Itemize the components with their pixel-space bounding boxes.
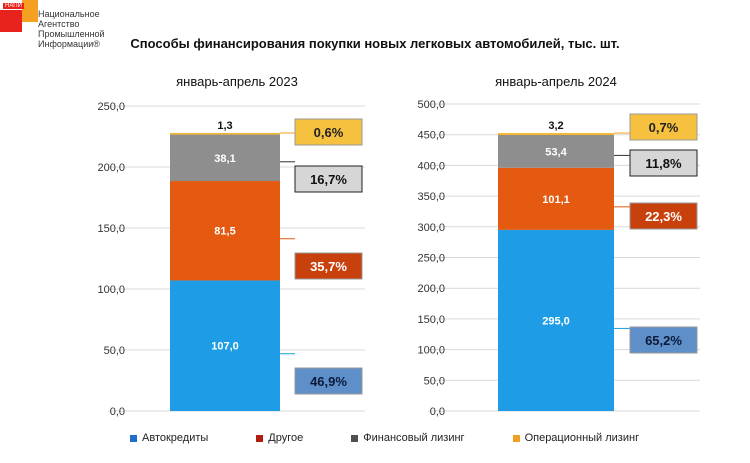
share-callout-label: 35,7% (310, 259, 347, 274)
logo-mark-orange (22, 0, 38, 22)
panel-title: январь-апрель 2024 (495, 74, 617, 89)
bar-segment (498, 229, 614, 411)
y-tick-label: 50,0 (104, 345, 125, 357)
bar-segment (170, 280, 280, 411)
share-callout-label: 0,7% (649, 120, 679, 135)
logo-text: Национальное Агентство Промышленной Инфо… (38, 9, 105, 49)
legend-label: Финансовый лизинг (363, 432, 465, 444)
y-tick-label: 50,0 (424, 375, 445, 387)
legend: Автокредиты Другое Финансовый лизинг Опе… (130, 432, 687, 444)
legend-swatch (512, 434, 520, 442)
y-tick-label: 150,0 (417, 314, 445, 326)
y-tick-label: 400,0 (417, 160, 445, 172)
bar-segment (170, 132, 280, 135)
legend-swatch (130, 434, 137, 442)
share-callout-box (629, 113, 698, 141)
data-label: 3,2 (548, 120, 563, 132)
data-label: 53,4 (545, 146, 567, 158)
share-callout-label: 16,7% (310, 172, 347, 187)
y-tick-label: 100,0 (417, 345, 445, 357)
legend-item: Операционный лизинг (512, 432, 640, 444)
y-tick-label: 200,0 (417, 283, 445, 295)
y-tick-label: 100,0 (97, 284, 125, 296)
bar-segment (498, 167, 614, 230)
y-tick-label: 200,0 (97, 162, 125, 174)
share-callout-label: 46,9% (310, 374, 347, 389)
share-callout-box (294, 367, 363, 395)
share-callout-box (294, 165, 363, 193)
data-label: 1,3 (217, 120, 232, 132)
data-label: 295,0 (542, 315, 570, 327)
y-tick-label: 0,0 (110, 406, 125, 418)
y-tick-label: 500,0 (417, 99, 445, 111)
share-callout-box (629, 202, 698, 230)
bar-segment (498, 133, 614, 136)
bar-segment (170, 181, 280, 281)
panel-title: январь-апрель 2023 (176, 74, 298, 89)
logo-abbr: НАПИ (3, 3, 24, 9)
logo-mark (0, 10, 22, 32)
y-tick-label: 450,0 (417, 130, 445, 142)
y-tick-label: 0,0 (430, 406, 445, 418)
share-callout-label: 11,8% (645, 156, 682, 171)
bar-segment (170, 134, 280, 182)
y-tick-label: 350,0 (417, 191, 445, 203)
y-tick-label: 250,0 (417, 253, 445, 265)
chart-title: Способы финансирования покупки новых лег… (130, 36, 620, 51)
legend-label: Автокредиты (142, 432, 209, 444)
y-tick-label: 300,0 (417, 222, 445, 234)
share-callout-label: 65,2% (645, 333, 682, 348)
y-tick-label: 150,0 (97, 223, 125, 235)
legend-item: Финансовый лизинг (351, 432, 465, 444)
data-label: 101,1 (542, 194, 570, 206)
share-callout-box (629, 326, 698, 354)
y-tick-label: 250,0 (97, 101, 125, 113)
data-label: 107,0 (211, 341, 239, 353)
share-callout-box (294, 118, 363, 146)
data-label: 38,1 (214, 153, 235, 165)
share-callout-box (294, 252, 363, 280)
legend-item: Другое (256, 432, 303, 444)
share-callout-label: 0,6% (314, 125, 344, 140)
data-label: 81,5 (214, 226, 235, 238)
legend-label: Другое (268, 432, 304, 444)
legend-item: Автокредиты (130, 432, 208, 444)
share-callout-label: 22,3% (645, 209, 682, 224)
legend-swatch (256, 434, 264, 442)
legend-swatch (351, 434, 359, 442)
bar-segment (498, 135, 614, 168)
share-callout-box (629, 149, 698, 177)
legend-label: Операционный лизинг (524, 432, 640, 444)
